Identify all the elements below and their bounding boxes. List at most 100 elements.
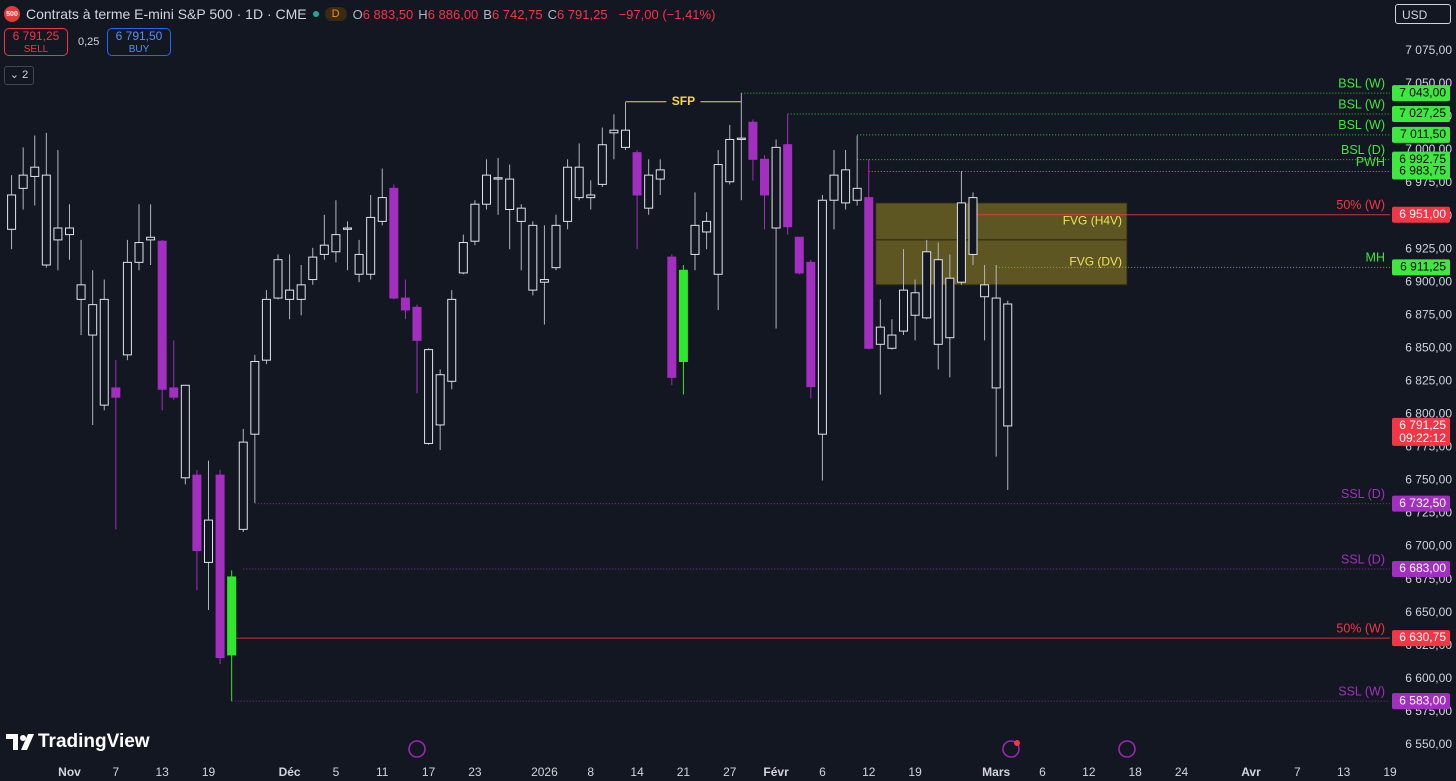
candle-body: [435, 374, 445, 426]
candle-body: [157, 240, 167, 390]
symbol-title[interactable]: Contrats à terme E-mini S&P 500 · 1D · C…: [26, 6, 307, 22]
candle: [991, 265, 1001, 457]
candle: [899, 249, 908, 336]
ohlc-key: O: [352, 6, 363, 22]
candle-body: [678, 269, 688, 362]
candle: [667, 254, 677, 386]
candle-body: [192, 474, 202, 552]
price-box: [1392, 85, 1450, 102]
x-tick-label: 24: [1175, 765, 1189, 779]
price-box: [1392, 630, 1450, 647]
buy-button[interactable]: 6 791,50 BUY: [107, 28, 171, 56]
candle-body: [922, 251, 932, 319]
candle: [261, 290, 271, 365]
candle-body: [296, 284, 306, 300]
level-name: SSL (W): [1338, 684, 1385, 698]
candle-body: [551, 224, 561, 269]
price-box-label: 6 983,75: [1399, 164, 1446, 178]
candle: [690, 192, 700, 271]
candle-body: [122, 261, 132, 356]
candle-body: [366, 216, 376, 275]
candle: [597, 127, 607, 188]
candle-body: [273, 259, 283, 299]
candle-body: [389, 187, 399, 299]
currency[interactable]: USD: [1395, 4, 1451, 24]
candle: [609, 114, 619, 160]
candle: [343, 221, 352, 271]
candle-body: [644, 174, 654, 209]
candle-body: [702, 220, 712, 233]
candle: [169, 340, 179, 400]
candle: [41, 132, 51, 268]
candle-body: [945, 277, 955, 339]
candle: [435, 369, 445, 451]
candle-body: [400, 297, 410, 311]
candle-body: [343, 227, 352, 230]
candle-body: [852, 187, 862, 201]
layers-toggle[interactable]: ⌄ 2: [4, 66, 34, 85]
level-name: BSL (W): [1338, 76, 1385, 90]
candle: [1003, 300, 1013, 491]
candle: [215, 469, 225, 665]
price-box: [1392, 561, 1450, 578]
candle-body: [424, 349, 434, 444]
candle: [736, 93, 746, 201]
candle-body: [794, 236, 804, 274]
candle: [806, 259, 816, 399]
candle-body: [238, 441, 248, 530]
level-name: 50% (W): [1336, 198, 1385, 212]
candle-body: [667, 256, 677, 378]
level-name: SSL (D): [1341, 487, 1385, 501]
candle: [53, 150, 63, 271]
x-tick-label: 12: [1082, 765, 1096, 779]
ohlc-value: 6 883,50: [362, 6, 414, 22]
x-tick-label: 14: [630, 765, 644, 779]
candle: [516, 204, 526, 271]
candle: [713, 150, 723, 310]
ohlc-key: B: [483, 6, 492, 22]
candle: [574, 143, 584, 201]
candle-body: [864, 197, 874, 349]
candle-body: [215, 474, 225, 659]
candle: [644, 159, 654, 215]
candle: [470, 200, 480, 246]
sell-button[interactable]: 6 791,25 SELL: [4, 28, 68, 56]
y-tick-label: 6 875,00: [1405, 307, 1452, 321]
candle-body: [609, 129, 619, 134]
candle-body: [505, 178, 515, 210]
candle: [458, 234, 468, 275]
candle-body: [261, 298, 271, 361]
fvg-label: FVG (H4V): [1063, 214, 1122, 228]
candle-body: [88, 304, 98, 336]
candle: [632, 150, 642, 250]
candle-body: [713, 164, 723, 275]
candle: [505, 164, 515, 250]
sfp-label: SFP: [672, 94, 695, 108]
candle-body: [991, 297, 1001, 389]
candle: [841, 150, 851, 210]
candle: [273, 254, 283, 300]
x-tick-label: 7: [1294, 765, 1301, 779]
x-tick-label: 13: [155, 765, 169, 779]
candle-body: [956, 202, 966, 283]
x-tick-label: 23: [468, 765, 482, 779]
candle: [319, 214, 329, 260]
candle-body: [563, 166, 573, 222]
logo: TradingView: [6, 731, 150, 753]
candle: [134, 204, 144, 271]
candle-body: [447, 298, 457, 382]
candle: [400, 279, 410, 320]
ohlc-value: 6 791,25: [556, 6, 608, 22]
x-tick-label: Déc: [279, 765, 301, 779]
candle-body: [690, 224, 700, 255]
candle-body: [53, 227, 63, 241]
symbol-badge: 500: [4, 6, 20, 22]
candle: [111, 360, 121, 530]
candle: [88, 270, 98, 425]
candle-body: [204, 519, 213, 563]
candle: [748, 119, 758, 181]
candle-body: [169, 387, 179, 398]
candle-body: [933, 259, 943, 345]
candle-body: [41, 174, 51, 266]
candle: [702, 212, 712, 250]
